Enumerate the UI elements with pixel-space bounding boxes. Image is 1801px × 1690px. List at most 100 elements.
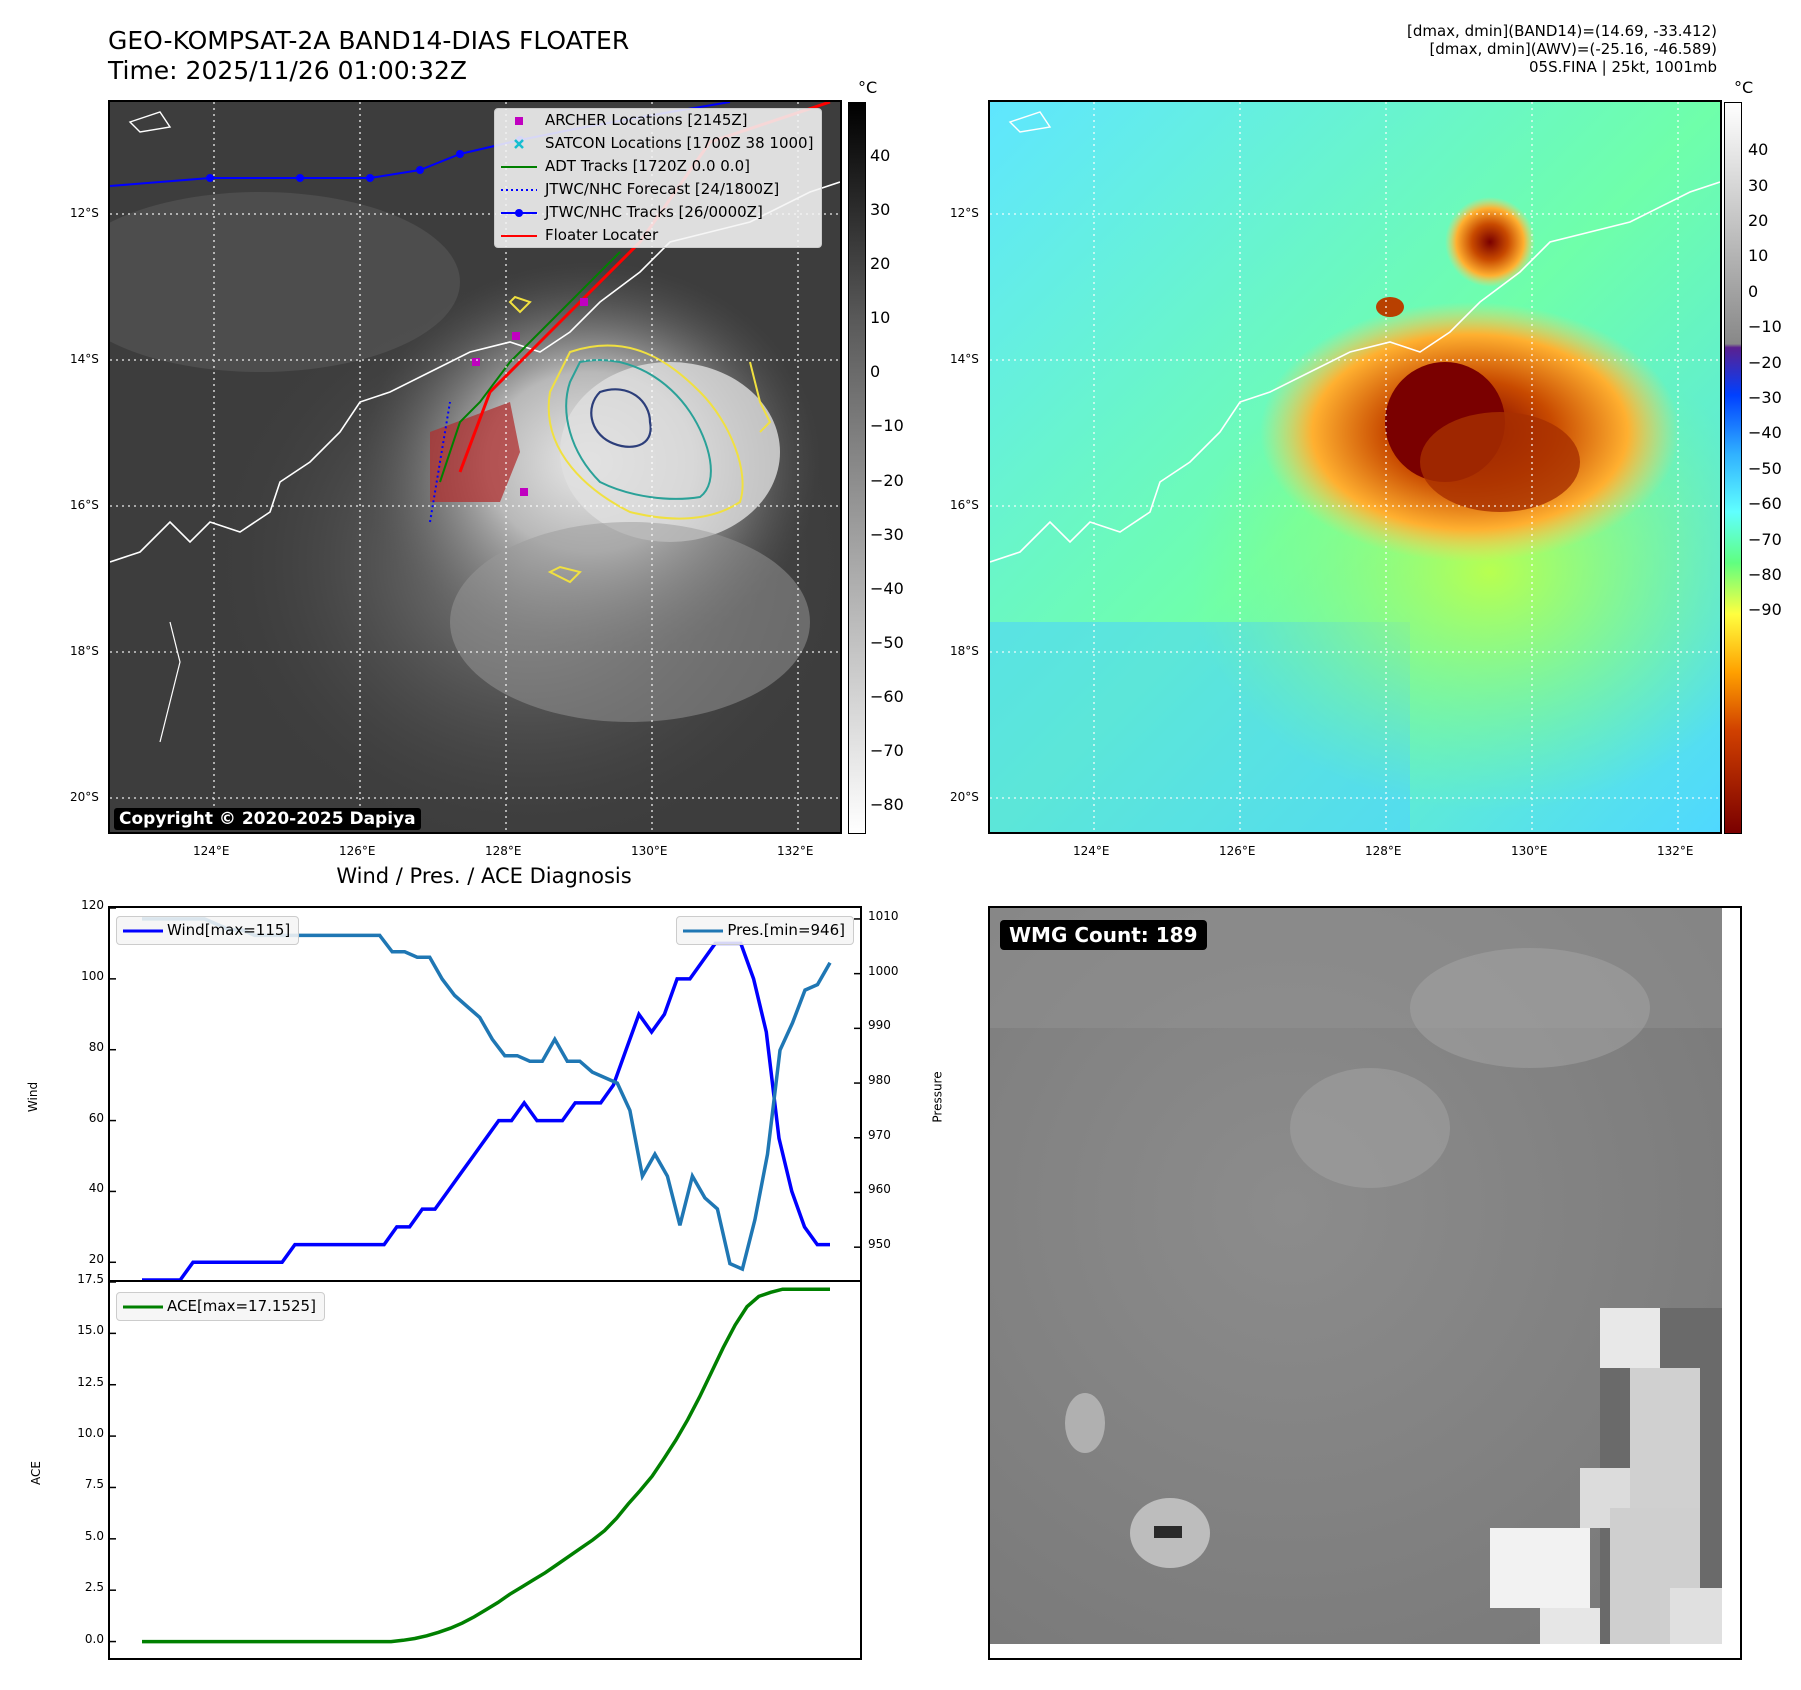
wind-legend: Wind[max=115] [116, 916, 300, 945]
pressure-tick-label: 960 [868, 1182, 891, 1197]
wind-pressure-plot [110, 908, 860, 1280]
pressure-legend: Pres.[min=946] [676, 916, 854, 945]
colorbar1-tick: −80 [870, 795, 904, 815]
title-line-1: GEO-KOMPSAT-2A BAND14-DIAS FLOATER [108, 26, 630, 55]
storm-info: [dmax, dmin](BAND14)=(14.69, -33.412) [d… [1407, 22, 1717, 76]
colorbar1-tick: 20 [870, 254, 891, 274]
colorbar2 [1724, 102, 1742, 834]
colorbar1 [848, 102, 866, 834]
lon-label-126e: 126°E [339, 844, 376, 858]
color-map-image [990, 102, 1720, 832]
lon-label-132e: 132°E [777, 844, 814, 858]
lat-label-18s: 18°S [70, 644, 99, 658]
colorbar2-tick: 40 [1748, 140, 1769, 160]
ace-tick-label: 7.5 [84, 1477, 104, 1492]
lat-label-16s: 16°S [70, 498, 99, 512]
ace-tick-label: 0.0 [84, 1631, 104, 1646]
lat-label-12s: 12°S [70, 206, 99, 220]
legend-satcon: SATCON Locations [1700Z 38 1000] [495, 132, 821, 155]
ace-tick-label: 10.0 [77, 1426, 104, 1441]
diagnosis-title: Wind / Pres. / ACE Diagnosis [336, 864, 632, 888]
dotted-line-icon [501, 189, 537, 191]
map2-lon-label-126e: 126°E [1219, 844, 1256, 858]
pressure-axis-label: Pressure [930, 1071, 945, 1123]
ace-tick-label: 17.5 [77, 1272, 104, 1286]
pressure-tick-label: 950 [868, 1237, 891, 1252]
color-map-panel[interactable] [988, 100, 1722, 834]
colorbar2-tick: −60 [1748, 494, 1782, 514]
legend-adt: ADT Tracks [1720Z 0.0 0.0] [495, 155, 821, 178]
colorbar2-tick: −90 [1748, 600, 1782, 620]
colorbar1-tick: −30 [870, 524, 904, 544]
colorbar2-tick: 10 [1748, 246, 1769, 266]
wind-pressure-chart[interactable]: Wind[max=115] Pres.[min=946] [108, 906, 862, 1282]
solid-line-icon [683, 929, 724, 933]
ace-chart[interactable]: ACE[max=17.1525] [108, 1280, 862, 1660]
awv-range: [dmax, dmin](AWV)=(-25.16, -46.589) [1429, 40, 1717, 58]
solid-line-icon [123, 1305, 163, 1309]
wind-tick-label: 80 [88, 1039, 104, 1054]
colorbar2-tick: −10 [1748, 317, 1782, 337]
legend-floater: Floater Locater [495, 224, 821, 247]
map2-lon-label-130e: 130°E [1511, 844, 1548, 858]
wmg-count-badge: WMG Count: 189 [1000, 920, 1207, 950]
storm-id: 05S.FINA | 25kt, 1001mb [1529, 58, 1717, 76]
map2-lon-label-128e: 128°E [1365, 844, 1402, 858]
map2-lon-label-124e: 124°E [1073, 844, 1110, 858]
colorbar1-tick: 40 [870, 146, 891, 166]
legend-forecast: JTWC/NHC Forecast [24/1800Z] [495, 178, 821, 201]
wind-tick-label: 20 [88, 1252, 104, 1267]
lon-label-128e: 128°E [485, 844, 522, 858]
pressure-tick-label: 1010 [868, 908, 899, 923]
wmg-panel[interactable]: WMG Count: 189 [988, 906, 1742, 1660]
colorbar1-tick: −60 [870, 686, 904, 706]
colorbar1-tick: −70 [870, 741, 904, 761]
colorbar2-tick: −30 [1748, 388, 1782, 407]
ace-tick-label: 5.0 [84, 1528, 104, 1543]
solid-line-icon [123, 929, 163, 933]
colorbar2-tick: −80 [1748, 565, 1782, 585]
ace-tick-label: 15.0 [77, 1323, 104, 1338]
colorbar1-tick: −50 [870, 632, 904, 652]
track-legend[interactable]: ARCHER Locations [2145Z] SATCON Location… [494, 108, 823, 248]
map2-lat-label-12s: 12°S [950, 206, 979, 220]
lat-label-20s: 20°S [70, 790, 99, 804]
lon-label-124e: 124°E [193, 844, 230, 858]
colorbar2-tick: −20 [1748, 352, 1782, 372]
wmg-image [990, 908, 1740, 1658]
colorbar2-tick: −40 [1748, 423, 1782, 443]
lat-label-14s: 14°S [70, 352, 99, 366]
solid-line-icon [501, 235, 537, 237]
map2-lat-label-14s: 14°S [950, 352, 979, 366]
colorbar1-tick: 10 [870, 308, 891, 328]
ace-tick-label: 12.5 [77, 1374, 104, 1389]
colorbar2-tick: 20 [1748, 210, 1769, 230]
ir-map-panel[interactable]: ARCHER Locations [2145Z] SATCON Location… [108, 100, 842, 834]
colorbar2-tick: −70 [1748, 529, 1782, 549]
colorbar1-tick: 30 [870, 200, 891, 220]
pressure-series-line [142, 917, 832, 1272]
colorbar2-unit: °C [1734, 78, 1754, 97]
colorbar1-tick: 0 [870, 362, 881, 382]
legend-pressure: Pres.[min=946] [677, 919, 853, 942]
pressure-tick-label: 1000 [868, 963, 899, 978]
colorbar2-tick: −50 [1748, 458, 1782, 478]
map2-lat-label-16s: 16°S [950, 498, 979, 512]
wind-tick-label: 100 [81, 968, 104, 983]
solid-line-icon [501, 166, 537, 168]
wind-tick-label: 120 [81, 898, 104, 912]
copyright-label: Copyright © 2020-2025 Dapiya [114, 808, 421, 830]
band14-range: [dmax, dmin](BAND14)=(14.69, -33.412) [1406, 22, 1717, 40]
wind-tick-label: 40 [88, 1181, 104, 1196]
pressure-tick-label: 980 [868, 1073, 891, 1088]
x-marker-icon [514, 139, 524, 149]
legend-tracks: JTWC/NHC Tracks [26/0000Z] [495, 201, 821, 224]
legend-wind: Wind[max=115] [117, 919, 298, 942]
map2-lat-label-18s: 18°S [950, 644, 979, 658]
legend-ace: ACE[max=17.1525] [117, 1295, 324, 1318]
wind-axis-label: Wind [26, 1081, 41, 1113]
ace-plot [110, 1282, 830, 1644]
lon-label-130e: 130°E [631, 844, 668, 858]
colorbar1-tick: −40 [870, 578, 904, 598]
colorbar1-tick: −20 [870, 470, 904, 490]
